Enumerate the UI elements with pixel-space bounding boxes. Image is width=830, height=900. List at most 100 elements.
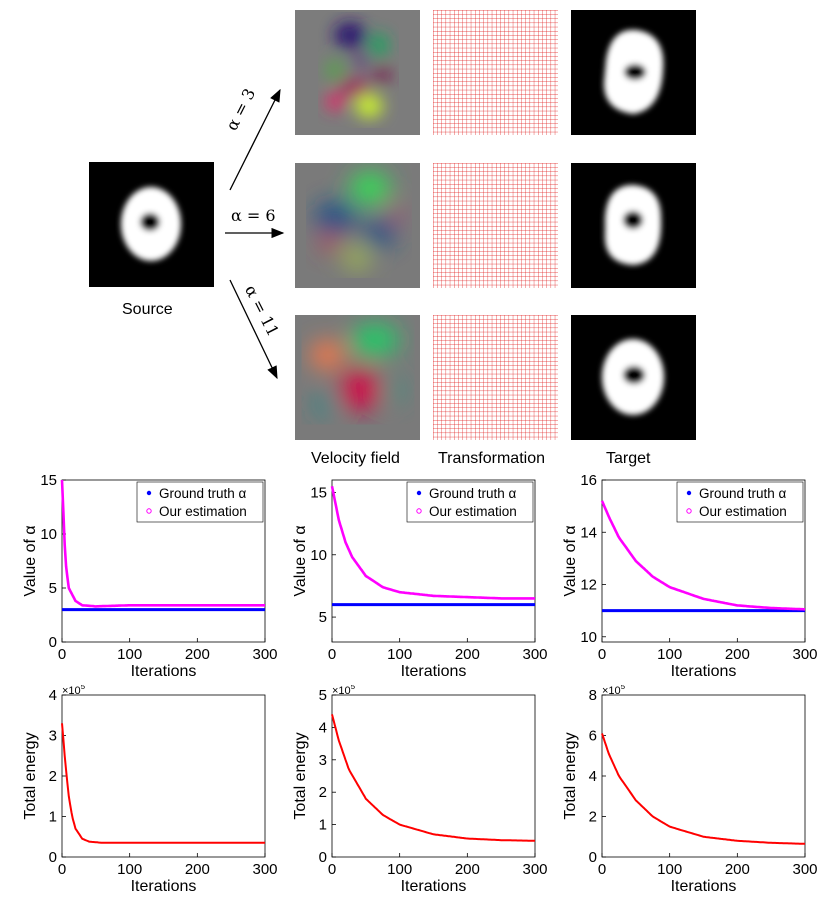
y-tick-label: 2: [589, 809, 597, 826]
x-tick-label: 200: [455, 861, 480, 878]
x-tick-label: 300: [252, 861, 277, 878]
target-image-alpha-3: [571, 10, 696, 135]
y-tick-label: 5: [319, 687, 327, 704]
legend-entry-ground-truth: Ground truth α: [699, 486, 787, 501]
legend: [676, 481, 804, 523]
x-tick-label: 0: [58, 861, 66, 878]
legend-entry-ground-truth: Ground truth α: [429, 486, 517, 501]
y-tick-label: 3: [319, 752, 327, 769]
x-tick-label: 0: [598, 646, 606, 663]
x-tick-label: 300: [522, 646, 547, 663]
legend-marker-estimation: [686, 508, 692, 514]
y-axis-label: Total energy: [22, 732, 39, 819]
target-image-alpha-11: [571, 315, 696, 440]
velocity-field-alpha-11: [295, 315, 420, 440]
x-axis-label: Iterations: [131, 878, 197, 895]
x-tick-label: 300: [792, 646, 817, 663]
y-tick-label: 15: [310, 484, 327, 501]
y-tick-label: 2: [49, 768, 57, 785]
x-tick-label: 300: [252, 646, 277, 663]
chart-energy-alpha-3: 0 100 200 300 0 1 2 3 4 Iterations Total energy ×10…: [22, 685, 277, 895]
x-tick-label: 200: [725, 646, 750, 663]
chart-alpha-11: 0 100 200 300 10 12 14 16 Iterations Value of α Gr…: [562, 472, 817, 680]
x-axis-label: Iterations: [671, 878, 737, 895]
x-tick-label: 0: [598, 861, 606, 878]
velocity-field-alpha-6: [295, 163, 420, 288]
y-tick-label: 4: [589, 768, 597, 785]
target-image-alpha-6: [571, 163, 696, 288]
velocity-field-alpha-3: [295, 10, 420, 135]
x-tick-label: 300: [522, 861, 547, 878]
source-label: Source: [122, 301, 173, 318]
y-tick-label: 5: [49, 580, 57, 597]
plot-frame: [601, 694, 806, 858]
energy-line: [601, 733, 805, 845]
legend-marker-estimation: [416, 508, 422, 514]
arrow-alpha-11: [229, 279, 278, 380]
y-tick-label: 4: [319, 719, 327, 736]
x-axis-label: Iterations: [401, 878, 467, 895]
y-tick-label: 8: [589, 687, 597, 704]
y-axis-label: Total energy: [562, 732, 579, 819]
y-tick-label: 10: [310, 547, 327, 564]
x-tick-label: 300: [792, 861, 817, 878]
arrows: [225, 88, 285, 380]
y-axis-label: Value of α: [22, 525, 39, 596]
transformation-grid-alpha-11: [433, 315, 558, 440]
legend-entry-estimation: Our estimation: [159, 504, 247, 519]
y-tick-label: 5: [319, 609, 327, 626]
x-tick-label: 200: [185, 861, 210, 878]
x-tick-label: 100: [657, 646, 682, 663]
transformation-label: Transformation: [438, 450, 545, 467]
y-multiplier: ×105: [62, 685, 86, 697]
chart-energy-alpha-11: 0 100 200 300 0 2 4 6 8 Iterations Total energy ×10…: [562, 685, 817, 895]
alpha-6-label: α = 6: [231, 206, 276, 225]
x-tick-label: 100: [117, 646, 142, 663]
y-tick-label: 2: [319, 784, 327, 801]
y-tick-label: 10: [40, 526, 57, 543]
legend: [136, 481, 264, 523]
target-label: Target: [606, 450, 651, 467]
x-tick-label: 100: [387, 646, 412, 663]
y-tick-label: 10: [580, 629, 597, 646]
legend-entry-ground-truth: Ground truth α: [159, 486, 247, 501]
y-axis-label: Value of α: [562, 525, 579, 596]
legend: [406, 481, 534, 523]
energy-line: [331, 714, 535, 842]
y-tick-label: 0: [49, 634, 57, 651]
velocity-field-label: Velocity field: [311, 450, 400, 467]
y-tick-label: 14: [580, 524, 597, 541]
y-tick-label: 0: [319, 849, 327, 866]
y-multiplier: ×105: [332, 685, 356, 697]
x-tick-label: 0: [328, 861, 336, 878]
y-axis-label: Total energy: [292, 732, 309, 819]
energy-line: [61, 723, 265, 844]
source-image: [89, 162, 214, 287]
y-tick-label: 6: [589, 728, 597, 745]
y-axis-label: Value of α: [292, 525, 309, 596]
y-tick-label: 4: [49, 687, 57, 704]
plot-frame: [61, 694, 266, 858]
x-axis-label: Iterations: [401, 663, 467, 680]
plot-frame: [331, 694, 536, 858]
legend-entry-estimation: Our estimation: [699, 504, 787, 519]
legend-marker-ground-truth: [686, 490, 692, 496]
y-tick-label: 16: [580, 472, 597, 489]
x-tick-label: 0: [328, 646, 336, 663]
legend-marker-ground-truth: [416, 490, 422, 496]
chart-alpha-3: 0 100 200 300 0 5 10 15 Iterations Value of α Grou…: [22, 472, 277, 680]
y-tick-label: 3: [49, 728, 57, 745]
legend-marker-estimation: [146, 508, 152, 514]
x-axis-label: Iterations: [131, 663, 197, 680]
legend-marker-ground-truth: [146, 490, 152, 496]
transformation-grid-alpha-3: [433, 10, 558, 135]
x-tick-label: 200: [455, 646, 480, 663]
y-multiplier: ×105: [602, 685, 626, 697]
y-tick-label: 15: [40, 472, 57, 489]
x-tick-label: 100: [387, 861, 412, 878]
legend-entry-estimation: Our estimation: [429, 504, 517, 519]
chart-alpha-6: 0 100 200 300 5 10 15 Iterations Value of α Groun…: [292, 479, 547, 680]
x-tick-label: 0: [58, 646, 66, 663]
estimation-line: [600, 500, 805, 611]
y-tick-label: 0: [49, 849, 57, 866]
